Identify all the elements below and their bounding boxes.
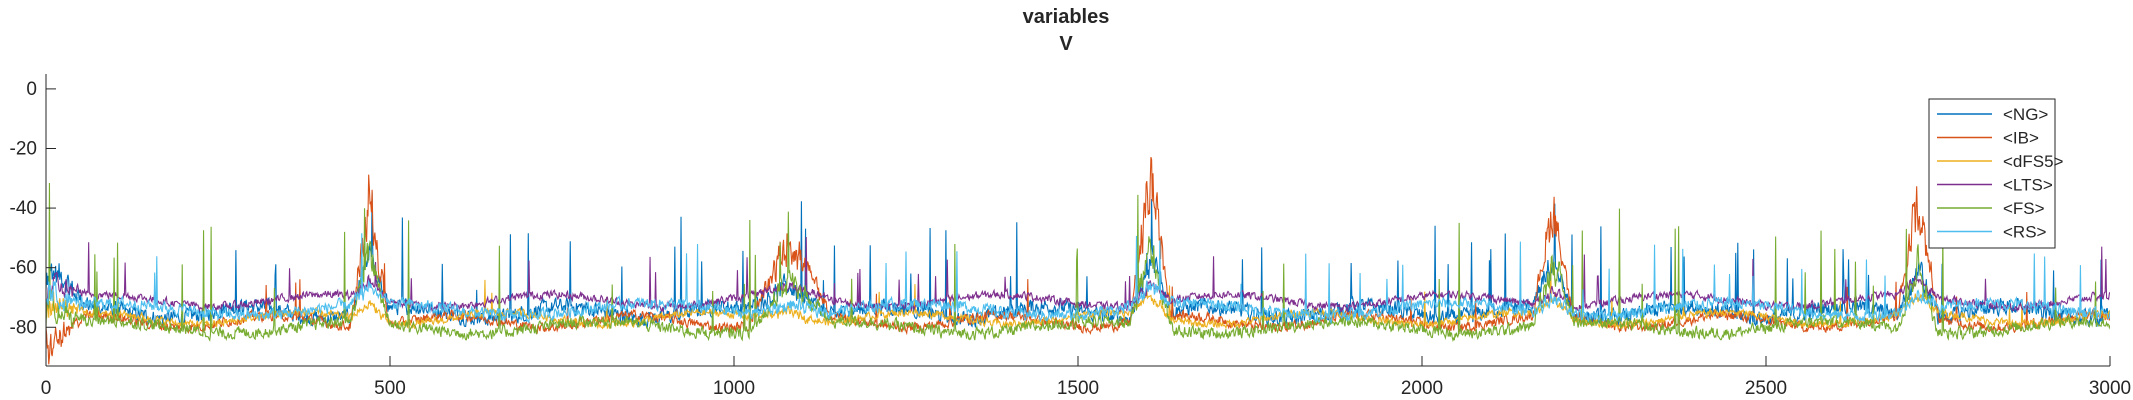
series-layer xyxy=(46,156,2110,365)
y-tick-label: -80 xyxy=(10,317,37,338)
legend-box xyxy=(1928,98,2056,249)
chart-title: variables xyxy=(1023,6,1110,28)
legend-label: <dFS5> xyxy=(2003,152,2064,171)
series-line xyxy=(46,233,2110,325)
y-tick-label: -40 xyxy=(10,198,37,219)
x-tick-label: 1000 xyxy=(713,378,755,399)
y-tick-label: 0 xyxy=(26,79,37,100)
legend-label: <FS> xyxy=(2003,199,2045,218)
x-tick-label: 0 xyxy=(41,378,52,399)
axes xyxy=(45,74,2111,367)
x-tick-label: 3000 xyxy=(2089,378,2131,399)
legend-label: <RS> xyxy=(2003,223,2047,242)
legend: <NG> <IB> <dFS5> <LTS> <FS> <RS> xyxy=(1928,98,2064,249)
tick-labels: 0 500 1000 1500 2000 2500 3000 0 -20 -40 -60 -80 xyxy=(10,79,2132,399)
legend-label: <IB> xyxy=(2003,129,2039,148)
chart-subtitle: V xyxy=(1059,33,1073,55)
x-tick-label: 500 xyxy=(374,378,406,399)
y-tick-label: -60 xyxy=(10,258,37,279)
x-tick-label: 1500 xyxy=(1057,378,1099,399)
legend-label: <NG> xyxy=(2003,105,2048,124)
x-tick-label: 2000 xyxy=(1401,378,1443,399)
series-line xyxy=(46,156,2110,365)
series-line xyxy=(46,183,2110,343)
y-tick-label: -20 xyxy=(10,138,37,159)
legend-label: <LTS> xyxy=(2003,176,2053,195)
x-tick-label: 2500 xyxy=(1745,378,1787,399)
